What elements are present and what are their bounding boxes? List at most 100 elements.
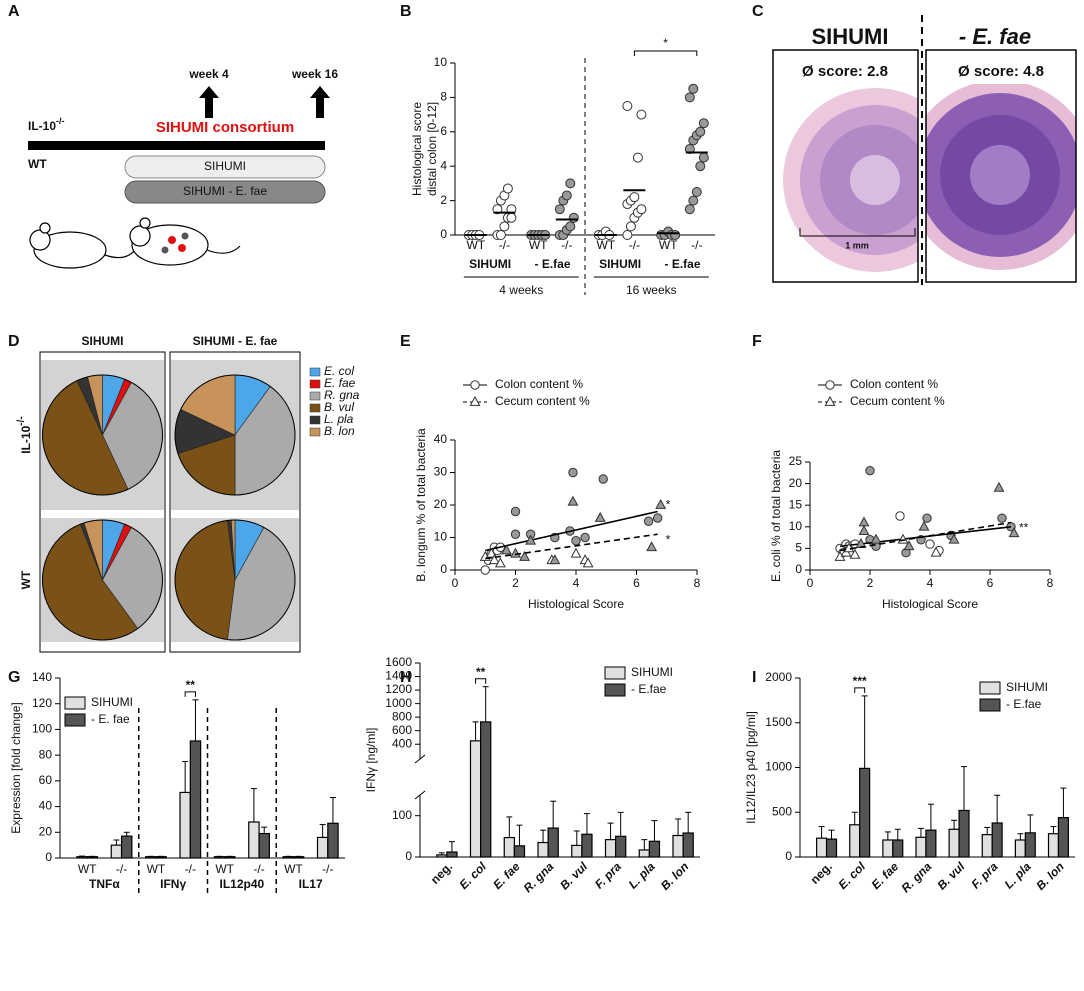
x-tick-label: 4 [927, 576, 934, 590]
bar [571, 844, 583, 858]
point [655, 498, 667, 509]
y-axis-label: Expression [fold change] [9, 702, 23, 833]
x-tick-label: -/- [499, 238, 510, 252]
label: -/- [56, 116, 65, 126]
y-tick-label: 0 [45, 850, 52, 864]
row-label: WT [19, 570, 33, 589]
bar [1014, 839, 1026, 858]
y-tick-label: 25 [789, 454, 803, 468]
x-tick-label: WT [659, 238, 678, 252]
point [565, 178, 576, 189]
bar [849, 824, 861, 858]
x-axis-label: Histological Score [528, 597, 624, 611]
group-label: IL12p40 [220, 877, 265, 891]
x-tick-label: WT [284, 862, 303, 876]
bar [859, 767, 871, 858]
y-tick-label: 15 [789, 497, 803, 511]
panel-label: G [8, 669, 20, 686]
y-axis-label: distal colon [0-12] [425, 102, 439, 196]
y-tick-label: 4 [440, 158, 447, 172]
point [825, 380, 835, 390]
bar [513, 845, 526, 858]
point [571, 536, 581, 546]
bar [604, 839, 617, 858]
y-tick-label: 80 [39, 747, 53, 761]
y-tick-label: 40 [39, 799, 53, 813]
point [594, 511, 606, 522]
fit-line [839, 526, 1012, 548]
point [824, 395, 836, 406]
arrow [199, 86, 219, 118]
label: WT [28, 157, 47, 171]
legend-label: E. col [324, 364, 354, 378]
row-label: IL-10-/- [16, 416, 34, 453]
point [843, 542, 855, 553]
annotation: ** [1019, 521, 1029, 535]
group-label: IFNγ [160, 877, 186, 891]
x-tick-label: WT [215, 862, 234, 876]
point [492, 204, 503, 215]
x-tick-label: WT [466, 238, 485, 252]
y-tick-label: 20 [39, 824, 53, 838]
point [470, 380, 480, 390]
point [688, 195, 699, 206]
point [480, 565, 490, 575]
scale-label: 1 mm [845, 240, 869, 250]
axis-break [414, 790, 426, 800]
y-tick-label: 6 [440, 124, 447, 138]
point [622, 101, 633, 111]
legend-label: SIHUMI [1006, 680, 1048, 694]
legend-swatch [604, 683, 626, 697]
x-tick-label: -/- [629, 238, 640, 252]
panel-label: C [752, 3, 764, 20]
x-tick-label: 8 [1047, 576, 1054, 590]
point [695, 161, 706, 172]
x-tick-label: 2 [867, 576, 874, 590]
x-tick-label: E. fae [869, 859, 902, 892]
x-tick-label: WT [147, 862, 166, 876]
x-tick-label: R. gna [898, 859, 934, 895]
label: SIHUMI - E. fae [183, 184, 267, 198]
bar [825, 838, 838, 858]
row-label: WT [19, 570, 33, 589]
y-tick-label: 2 [440, 193, 447, 207]
y-tick-label: 0 [440, 562, 447, 576]
bar [547, 827, 559, 858]
y-tick-label: 20 [434, 497, 448, 511]
pie-outline [42, 519, 163, 641]
annotation: * [666, 532, 671, 546]
frame [772, 49, 919, 283]
bar [480, 721, 492, 858]
point [625, 221, 636, 232]
bar [110, 844, 123, 859]
bar [213, 856, 226, 859]
schematic: week 4 week 16 IL-10-/- SIHUMI consortiu… [28, 67, 338, 269]
legend-label: - E.fae [631, 682, 667, 696]
point [997, 513, 1007, 523]
histology: SIHUMI - E. fae Ø score: 2.8 Ø score: 4.… [772, 15, 1077, 285]
column-header: SIHUMI - E. fae [193, 334, 278, 348]
bar [436, 854, 448, 858]
annotation: ** [186, 678, 196, 692]
pie-outline [174, 519, 296, 641]
x-tick-label: L. pla [1002, 859, 1034, 891]
annotation: * [663, 36, 668, 50]
bracket [854, 687, 866, 693]
panel-label: A [8, 3, 20, 20]
bar [327, 822, 339, 859]
x-tick-label: E. fae [490, 859, 523, 892]
group-label: - E.fae [534, 257, 570, 271]
point [510, 529, 521, 539]
legend-label: B. vul [324, 400, 354, 414]
x-tick-label: 0 [807, 576, 814, 590]
point [858, 516, 870, 527]
x-tick-label: R. gna [521, 859, 557, 895]
bracket [633, 50, 698, 56]
bar [86, 856, 99, 859]
pie-outline [174, 374, 296, 496]
point [918, 520, 930, 531]
point [488, 554, 500, 565]
bar [948, 828, 960, 858]
point [598, 474, 608, 484]
bar [248, 821, 260, 859]
